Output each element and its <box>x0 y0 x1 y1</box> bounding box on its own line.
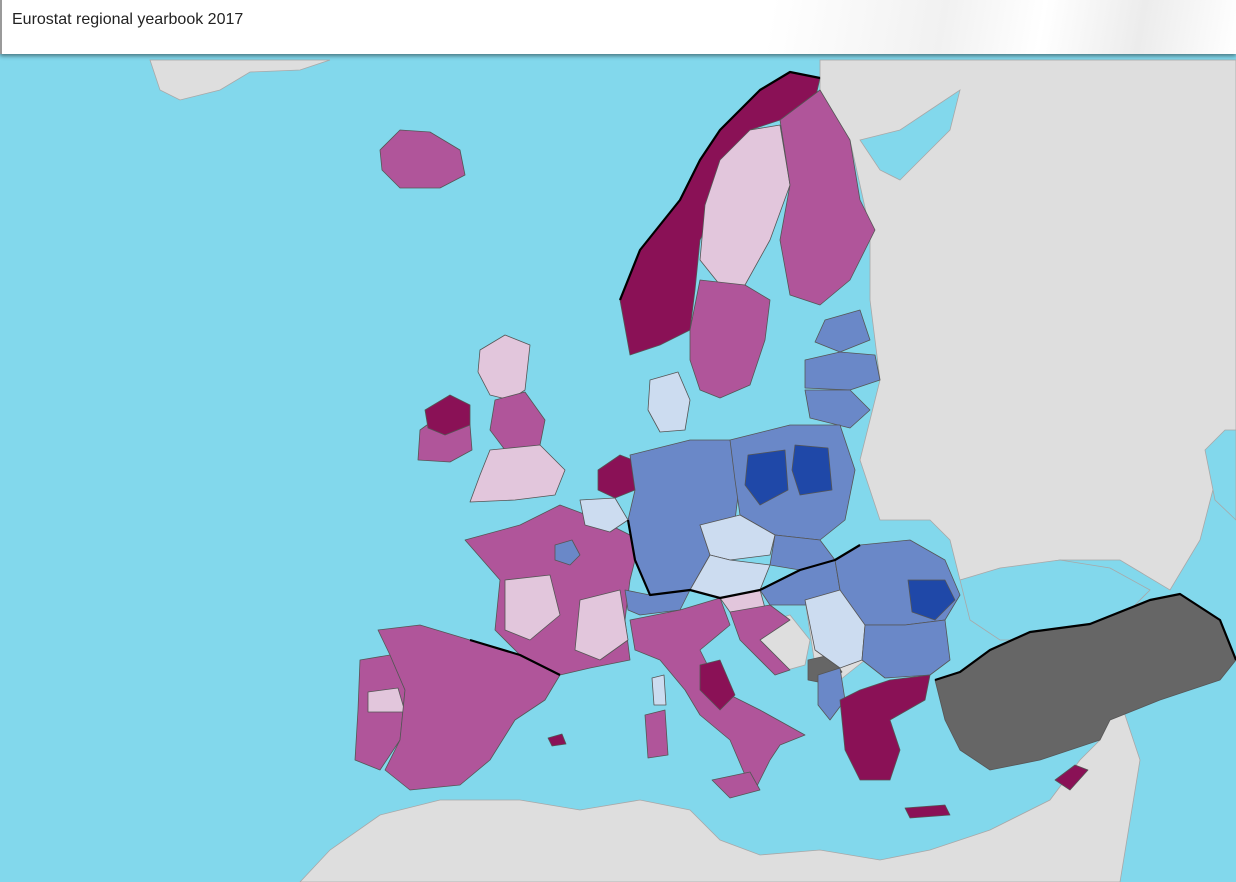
greenland-land <box>149 59 331 101</box>
latvia[interactable] <box>804 351 881 391</box>
sweden-south[interactable] <box>689 279 771 399</box>
france-southwest-light[interactable] <box>504 574 561 641</box>
portugal-lisbon[interactable] <box>367 687 406 713</box>
iceland[interactable] <box>379 129 466 189</box>
caspian-sea-water <box>1204 429 1236 521</box>
sardinia[interactable] <box>644 709 669 759</box>
greece[interactable] <box>839 674 931 781</box>
croatia[interactable] <box>729 604 791 676</box>
belgium[interactable] <box>579 497 629 533</box>
national-border-pyrenees <box>469 638 561 676</box>
finland[interactable] <box>779 89 876 306</box>
france-paris-region[interactable] <box>554 539 581 566</box>
sicily[interactable] <box>711 771 761 799</box>
national-border-central <box>626 519 861 600</box>
albania-montenegro[interactable] <box>817 667 846 721</box>
bulgaria[interactable] <box>861 619 951 679</box>
corsica[interactable] <box>651 674 667 706</box>
non-eu-land <box>149 59 1236 882</box>
title-bar: Eurostat regional yearbook 2017 <box>0 0 1236 54</box>
mallorca[interactable] <box>547 733 567 747</box>
italy-lazio-abruzzo[interactable] <box>699 659 736 711</box>
poland-east[interactable] <box>791 444 833 496</box>
southern-england[interactable] <box>469 444 566 503</box>
poland-central[interactable] <box>744 449 789 506</box>
estonia[interactable] <box>814 309 871 353</box>
sweden-north[interactable] <box>699 124 791 286</box>
france-southeast-light[interactable] <box>574 589 629 661</box>
white-sea-water <box>859 89 961 181</box>
national-border-norway <box>618 70 821 301</box>
page-title: Eurostat regional yearbook 2017 <box>12 11 244 28</box>
ireland-border-midlands[interactable] <box>424 394 471 436</box>
romania-northeast[interactable] <box>907 579 956 621</box>
cyprus[interactable] <box>1054 764 1089 791</box>
national-border-turkey <box>934 592 1236 682</box>
crete[interactable] <box>904 804 951 819</box>
denmark[interactable] <box>647 371 691 433</box>
lithuania[interactable] <box>804 389 871 429</box>
